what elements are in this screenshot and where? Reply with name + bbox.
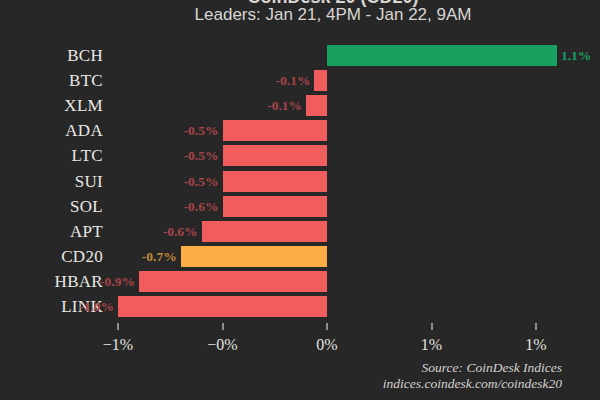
category-label: ADA — [0, 120, 103, 141]
value-label: -0.5% — [184, 171, 219, 192]
value-label: -0.6% — [163, 221, 198, 242]
category-label: APT — [0, 221, 103, 242]
x-axis-tick — [326, 323, 328, 330]
category-label: BTC — [0, 70, 103, 91]
category-label: SOL — [0, 196, 103, 217]
bar — [223, 120, 328, 141]
bar — [139, 271, 327, 292]
bar — [306, 95, 327, 116]
category-label: BCH — [0, 45, 103, 66]
value-label: -0.1% — [276, 70, 311, 91]
x-axis-tick-label: 1% — [397, 336, 467, 354]
bar — [118, 296, 327, 317]
value-label: -0.6% — [184, 196, 219, 217]
value-label: -0.5% — [184, 120, 219, 141]
x-axis-tick-label: −0% — [188, 336, 258, 354]
chart-subtitle: Leaders: Jan 21, 4PM - Jan 22, 9AM — [195, 5, 472, 25]
value-label: -0.9% — [100, 271, 135, 292]
value-label: -0.7% — [142, 246, 177, 267]
value-label: 1.1% — [561, 45, 591, 66]
bar — [327, 45, 557, 66]
bar — [314, 70, 327, 91]
value-label: -0.1% — [267, 95, 302, 116]
x-axis-tick — [535, 323, 537, 330]
x-axis-tick-label: 1% — [501, 336, 571, 354]
bar — [223, 196, 328, 217]
category-label: LTC — [0, 145, 103, 166]
bar — [181, 246, 327, 267]
bar — [223, 171, 328, 192]
source-line-2: indices.coindesk.com/coindesk20 — [383, 376, 562, 392]
x-axis-tick-label: 0% — [292, 336, 362, 354]
category-label: CD20 — [0, 246, 103, 267]
x-axis-tick — [222, 323, 224, 330]
source-line-1: Source: CoinDesk Indices — [422, 360, 562, 376]
category-label: XLM — [0, 95, 103, 116]
x-axis-tick — [431, 323, 433, 330]
bar — [202, 221, 327, 242]
value-label: -0.5% — [184, 145, 219, 166]
x-axis-tick — [117, 323, 119, 330]
x-axis-tick-label: −1% — [83, 336, 153, 354]
chart-frame: CoinDesk 20 (CD20) Leaders: Jan 21, 4PM … — [0, 0, 600, 400]
category-label: HBAR — [0, 271, 103, 292]
value-label: -1.0% — [79, 296, 114, 317]
bar — [223, 145, 328, 166]
category-label: SUI — [0, 171, 103, 192]
